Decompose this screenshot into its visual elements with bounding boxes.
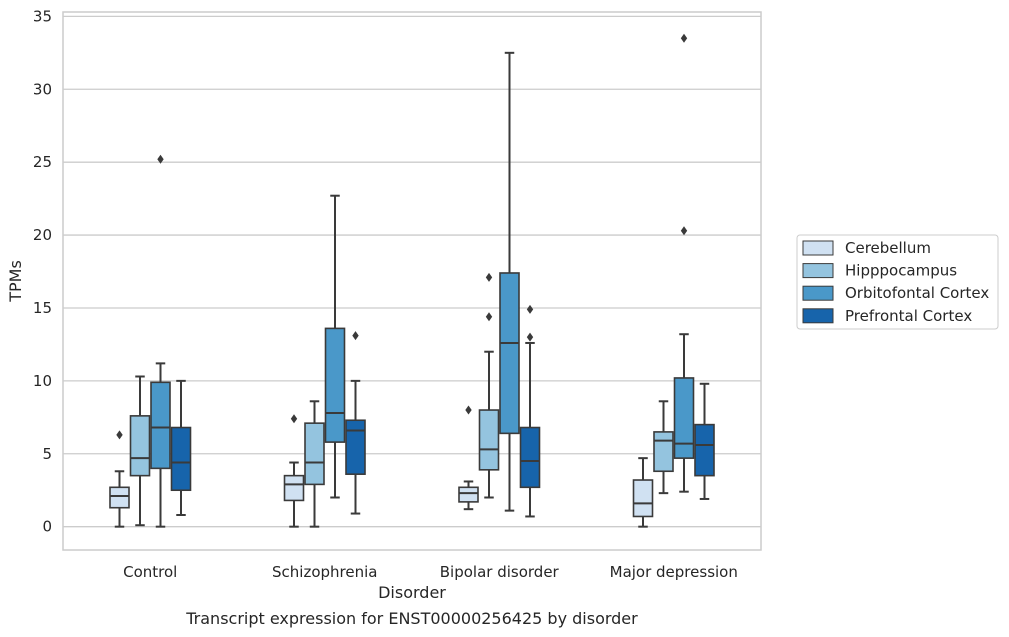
x-axis-label: Disorder [378, 583, 446, 602]
box-series-group [109, 33, 715, 528]
box-0 [170, 379, 192, 517]
legend-items: Cerebellum Hipppocampus Orbitofontal Corte… [802, 239, 989, 325]
outlier-point [680, 33, 688, 43]
box-2 [478, 272, 500, 499]
box-body [109, 486, 130, 509]
legend-item: Orbitofontal Cortex [802, 284, 989, 302]
y-axis-label: TPMs [6, 260, 25, 303]
box-3 [653, 400, 674, 495]
x-tick-label: Control [123, 563, 177, 581]
y-tick-label: 30 [33, 80, 52, 98]
box-3 [632, 457, 654, 528]
y-tick-label: 5 [42, 445, 52, 463]
outlier-point [116, 430, 123, 440]
legend-item: Cerebellum [802, 239, 931, 257]
legend-frame [796, 234, 999, 330]
box-0 [109, 430, 130, 528]
x-tick-label: Major depression [610, 563, 738, 581]
box-1 [345, 331, 366, 515]
outlier-point [290, 414, 298, 424]
legend-label: Hipppocampus [845, 262, 957, 280]
box-body [519, 426, 541, 489]
legend-swatch [802, 240, 834, 256]
series-2 [150, 33, 695, 528]
y-tick-label: 0 [42, 518, 52, 536]
outlier-point [485, 272, 493, 282]
box-body [694, 423, 715, 477]
box-1 [283, 414, 305, 528]
legend-label: Orbitofontal Cortex [845, 284, 989, 302]
x-tick-labels: Control Schizophrenia Bipolar disorder Majo… [123, 563, 738, 581]
legend-item: Hipppocampus [802, 262, 957, 280]
box-2 [499, 51, 520, 512]
box-body [499, 272, 520, 435]
box-body [673, 377, 695, 459]
outlier-point [526, 304, 534, 314]
outlier-point [526, 332, 534, 342]
box-body [283, 474, 305, 502]
box-body [653, 431, 674, 473]
legend-label: Prefrontal Cortex [845, 307, 972, 325]
series-1 [129, 272, 674, 528]
series-3 [170, 304, 715, 518]
outlier-point [680, 226, 688, 236]
box-body [304, 422, 325, 486]
legend-swatch [802, 308, 834, 324]
box-3 [694, 382, 715, 500]
y-tick-label: 35 [33, 7, 52, 25]
legend: Cerebellum Hipppocampus Orbitofontal Corte… [796, 234, 999, 330]
series-0 [109, 405, 654, 528]
box-body [632, 479, 654, 518]
legend-label: Cerebellum [845, 239, 931, 257]
box-body [345, 419, 366, 475]
box-body [170, 426, 192, 492]
box-1 [324, 194, 346, 499]
box-0 [150, 154, 171, 528]
box-body [458, 486, 479, 503]
outlier-point [485, 312, 493, 322]
box-3 [673, 33, 695, 493]
y-tick-label: 10 [33, 372, 52, 390]
box-body [129, 415, 151, 477]
chart-caption: Transcript expression for ENST0000025642… [185, 609, 638, 628]
box-2 [458, 405, 479, 511]
box-body [150, 381, 171, 470]
box-0 [129, 375, 151, 527]
legend-swatch [802, 263, 834, 279]
y-tick-label: 15 [33, 299, 52, 317]
x-tick-label: Bipolar disorder [440, 563, 560, 581]
x-tick-label: Schizophrenia [272, 563, 377, 581]
box-1 [304, 400, 325, 528]
box-body [324, 327, 346, 443]
outlier-point [352, 331, 359, 341]
y-tick-label: 25 [33, 153, 52, 171]
y-tick-labels: 0 5 10 15 20 25 30 35 [33, 7, 52, 535]
legend-swatch [802, 285, 834, 301]
box-2 [519, 304, 541, 518]
legend-item: Prefrontal Cortex [802, 307, 972, 325]
outlier-point [157, 154, 164, 164]
axes-frame [62, 11, 762, 551]
box-body [478, 409, 500, 471]
y-tick-label: 20 [33, 226, 52, 244]
outlier-point [465, 405, 472, 415]
